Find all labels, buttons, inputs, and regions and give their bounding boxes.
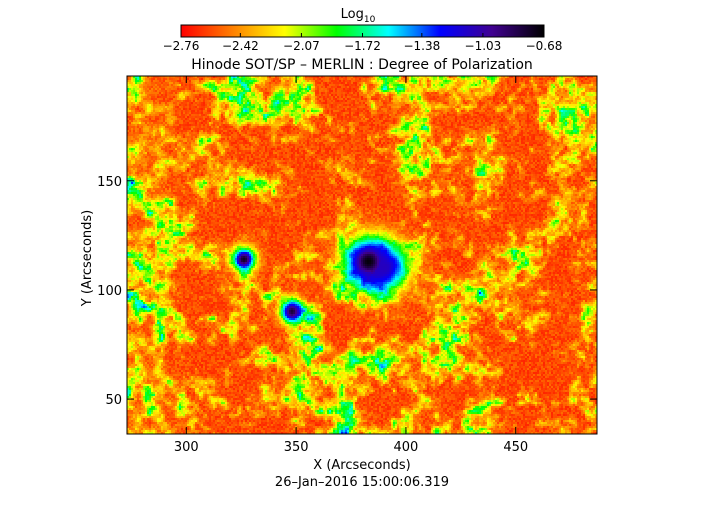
colorbar-tick-label: −1.38	[403, 39, 440, 53]
x-axis: 300 350 400 450	[174, 76, 528, 455]
y-tick-label: 100	[97, 284, 122, 299]
y-axis: 50 100 150	[97, 175, 597, 408]
colorbar-tick-label: −2.42	[222, 39, 259, 53]
x-axis-label: X (Arcseconds)	[313, 458, 410, 473]
heatmap-image	[127, 76, 597, 434]
y-tick-label: 150	[97, 175, 122, 190]
x-tick-label: 300	[174, 440, 199, 455]
colorbar-tick-label: −1.72	[344, 39, 381, 53]
x-tick-label: 450	[503, 440, 528, 455]
colorbar-ticks: −2.76 −2.42 −2.07 −1.72 −1.38 −1.03 −0.68	[163, 33, 563, 53]
colorbar-title: Log10	[341, 7, 376, 25]
y-tick-label: 50	[105, 393, 122, 408]
x-tick-label: 350	[284, 440, 309, 455]
plot-frame	[126, 75, 598, 435]
colorbar-tick-label: −0.68	[526, 39, 563, 53]
x-tick-label: 400	[394, 440, 419, 455]
timestamp: 26–Jan–2016 15:00:06.319	[275, 475, 449, 490]
colorbar-tick-label: −1.03	[465, 39, 502, 53]
colorbar-tick-label: −2.07	[283, 39, 320, 53]
chart-title: Hinode SOT/SP – MERLIN : Degree of Polar…	[191, 57, 533, 73]
y-axis-label: Y (Arcseconds)	[80, 210, 95, 307]
colorbar-tick-label: −2.76	[163, 39, 200, 53]
